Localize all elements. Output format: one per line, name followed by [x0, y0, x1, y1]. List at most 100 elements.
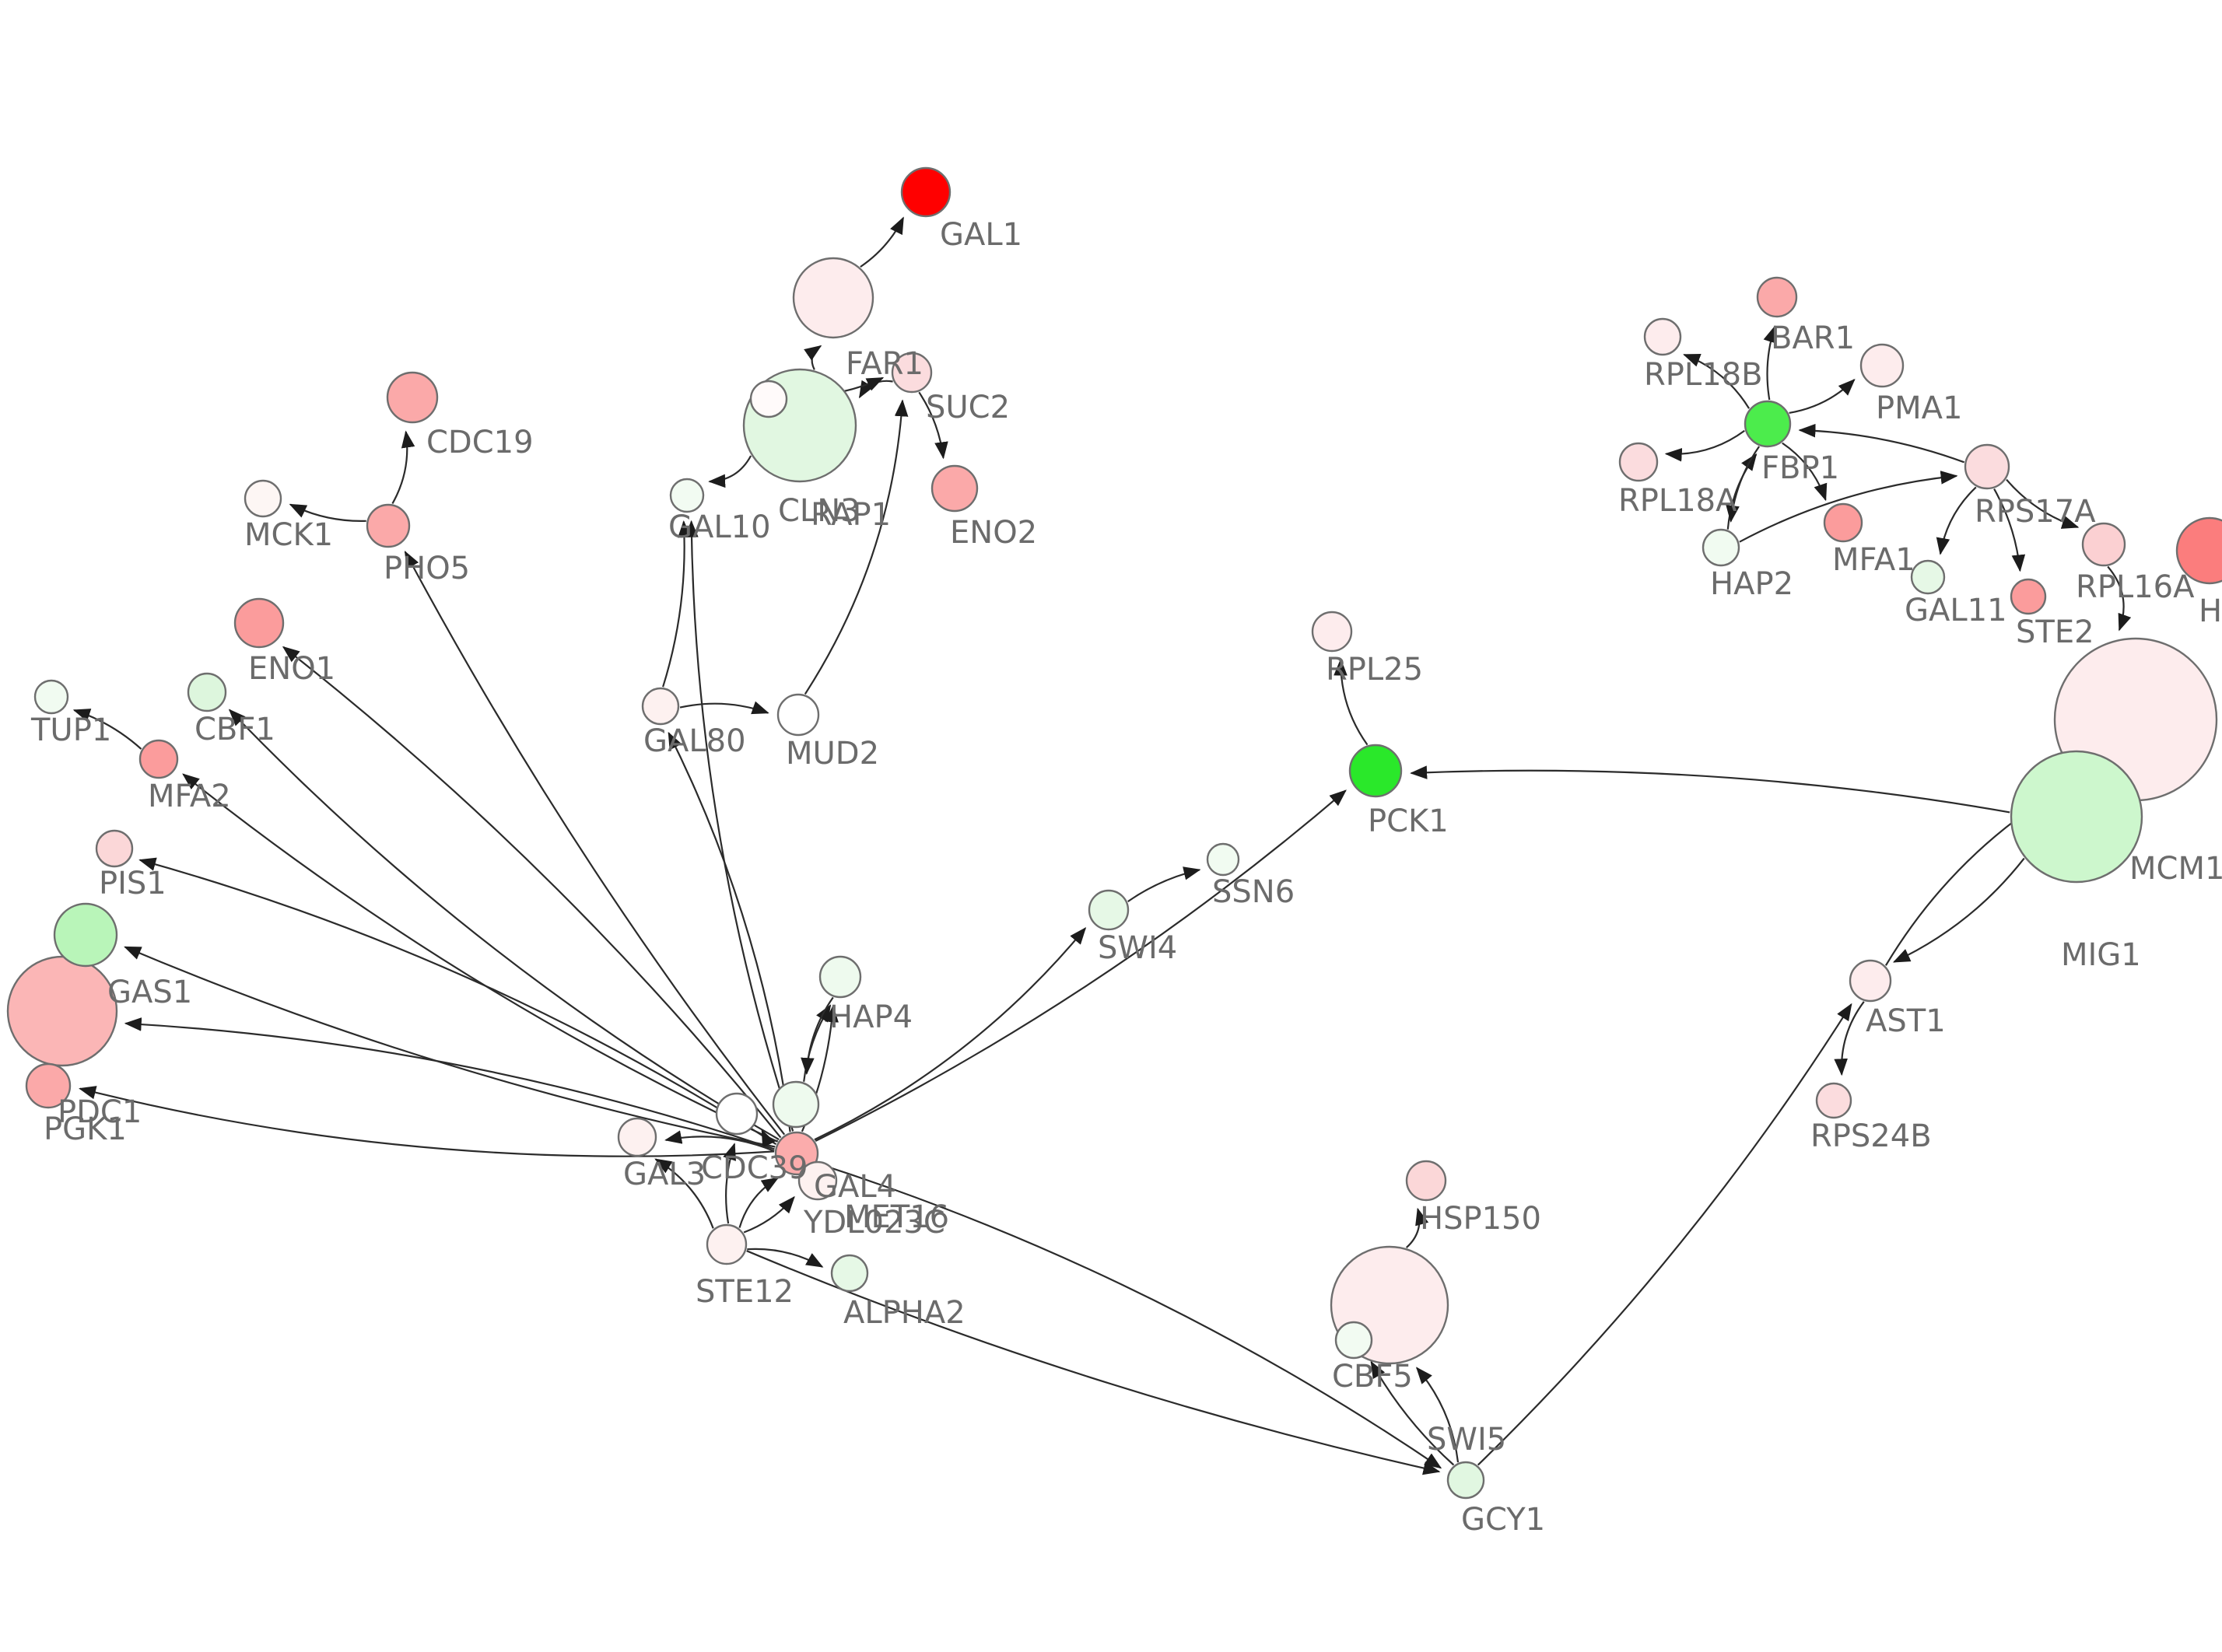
graph-node-mck1[interactable] — [244, 479, 282, 518]
graph-node-rpl25[interactable] — [1311, 611, 1353, 653]
graph-node-met16[interactable] — [772, 1080, 820, 1129]
graph-node-ydl023c[interactable] — [797, 1160, 838, 1201]
graph-node-ssn6[interactable] — [1206, 842, 1240, 877]
graph-edge — [1936, 486, 1977, 555]
graph-edge — [747, 1248, 824, 1268]
graph-edge — [282, 646, 782, 1139]
graph-edge — [668, 731, 791, 1132]
graph-edge — [801, 996, 834, 1076]
graph-edge — [918, 391, 948, 460]
graph-node-bar1[interactable] — [1756, 276, 1798, 318]
graph-edge — [685, 520, 794, 1132]
graph-edge — [1405, 1207, 1429, 1248]
graph-edge — [1683, 353, 1751, 409]
graph-edge — [79, 1086, 775, 1157]
graph-node-far1[interactable] — [792, 257, 874, 339]
graph-edge — [138, 857, 777, 1146]
graph-node-rap1[interactable] — [749, 380, 788, 418]
graph-node-ast1[interactable] — [1849, 959, 1892, 1003]
edge-layer — [72, 216, 2132, 1475]
node-layer — [6, 166, 2222, 1500]
graph-node-rps24b[interactable] — [1815, 1082, 1852, 1119]
graph-edge — [1415, 1367, 1460, 1463]
graph-node-ste2[interactable] — [2010, 578, 2047, 615]
graph-node-mfa1[interactable] — [1823, 502, 1863, 543]
graph-edge — [804, 345, 822, 370]
graph-edge — [289, 503, 366, 522]
graph-edge — [391, 430, 415, 505]
graph-node-rpl18b[interactable] — [1643, 317, 1682, 356]
graph-node-pho5[interactable] — [366, 503, 411, 548]
graph-edge — [1127, 866, 1201, 903]
graph-edge — [708, 455, 752, 488]
graph-node-gcy1[interactable] — [1446, 1461, 1485, 1500]
graph-node-cbf5[interactable] — [1334, 1321, 1373, 1360]
graph-edge — [1798, 423, 1964, 464]
graph-node-pma1[interactable] — [1859, 343, 1905, 388]
graph-node-eno2[interactable] — [931, 464, 979, 513]
graph-node-pgk1[interactable] — [25, 1062, 72, 1109]
graph-edge — [1739, 471, 1958, 543]
graph-node-alpha2[interactable] — [830, 1254, 869, 1293]
graph-edge — [2006, 478, 2080, 529]
graph-edge — [761, 1129, 778, 1148]
graph-edge — [1664, 429, 1745, 462]
graph-node-suc2[interactable] — [891, 352, 933, 394]
graph-edge — [1834, 1001, 1865, 1076]
graph-node-his4[interactable] — [2175, 516, 2222, 585]
graph-node-hap2[interactable] — [1702, 528, 1740, 567]
graph-edge — [662, 520, 692, 688]
graph-node-ste12[interactable] — [706, 1223, 748, 1265]
graph-node-eno1[interactable] — [233, 597, 285, 649]
graph-edge — [664, 1130, 775, 1153]
graph-edge — [816, 1162, 1442, 1469]
graph-node-pck1[interactable] — [1348, 744, 1403, 798]
graph-edge — [1370, 1360, 1455, 1466]
graph-node-swi4[interactable] — [1088, 889, 1130, 931]
graph-edge — [1892, 857, 2025, 963]
graph-edge — [654, 1158, 714, 1229]
graph-node-cdc39[interactable] — [715, 1092, 759, 1136]
graph-node-pdc1[interactable] — [6, 955, 118, 1067]
graph-node-gal4[interactable] — [774, 1131, 819, 1176]
graph-edge — [1763, 325, 1777, 401]
graph-edge — [815, 789, 1347, 1142]
graph-edge — [858, 380, 893, 399]
graph-node-gal3[interactable] — [617, 1117, 657, 1157]
graph-node-rps17a[interactable] — [1964, 443, 2010, 490]
graph-node-gal1[interactable] — [900, 166, 952, 218]
graph-edge — [182, 773, 778, 1143]
graph-node-pis1[interactable] — [95, 829, 134, 868]
graph-node-mud2[interactable] — [776, 693, 820, 737]
graph-edge — [738, 1177, 780, 1228]
graph-node-cdc19[interactable] — [386, 371, 439, 424]
graph-edge — [404, 550, 786, 1136]
graph-edge — [723, 1143, 736, 1224]
graph-node-gal80[interactable] — [641, 687, 680, 726]
graph-node-hap4[interactable] — [818, 955, 862, 999]
graph-node-rpl16a[interactable] — [2081, 522, 2126, 567]
graph-node-gal10[interactable] — [669, 478, 705, 513]
graph-node-mfa2[interactable] — [138, 739, 179, 779]
graph-node-tup1[interactable] — [33, 679, 69, 715]
graph-edge — [72, 709, 142, 750]
graph-node-gas1[interactable] — [53, 902, 118, 968]
graph-edge — [1789, 378, 1856, 414]
graph-edge — [804, 399, 909, 695]
graph-edge — [124, 1017, 775, 1150]
graph-edge — [1726, 446, 1761, 523]
graph-edge — [860, 216, 904, 268]
graph-edge — [1782, 442, 1828, 502]
graph-edge — [803, 1004, 832, 1082]
graph-edge — [2107, 565, 2132, 632]
graph-node-hsp150[interactable] — [1405, 1160, 1447, 1202]
graph-edge — [1334, 658, 1369, 746]
graph-node-rpl18a[interactable] — [1618, 442, 1659, 482]
graph-node-mig1[interactable] — [2010, 750, 2143, 884]
graph-node-gal11[interactable] — [1910, 559, 1946, 595]
graph-node-fbp1[interactable] — [1744, 400, 1792, 448]
graph-node-cbf1[interactable] — [187, 672, 227, 712]
graph-edge — [814, 927, 1087, 1141]
